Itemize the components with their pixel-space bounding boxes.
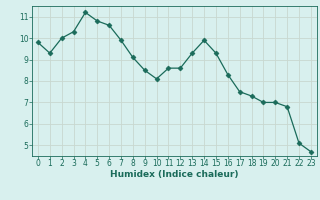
X-axis label: Humidex (Indice chaleur): Humidex (Indice chaleur) [110, 170, 239, 179]
